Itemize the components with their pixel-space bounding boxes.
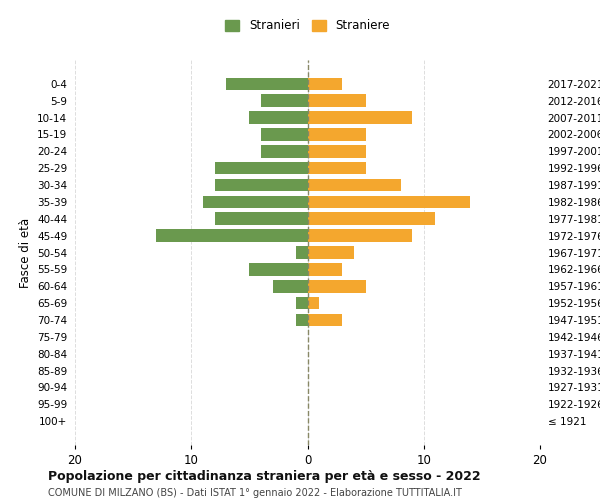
Bar	[261, 94, 308, 107]
Bar	[226, 78, 308, 90]
Bar	[308, 178, 401, 192]
Bar	[308, 196, 470, 208]
Bar	[250, 111, 308, 124]
Bar	[157, 230, 308, 242]
Bar	[215, 178, 308, 192]
Bar	[308, 280, 365, 292]
Bar	[296, 297, 308, 310]
Bar	[308, 263, 343, 276]
Bar	[215, 212, 308, 225]
Bar	[272, 280, 308, 292]
Bar	[308, 94, 365, 107]
Legend: Stranieri, Straniere: Stranieri, Straniere	[222, 16, 393, 36]
Bar	[250, 263, 308, 276]
Bar	[308, 297, 319, 310]
Bar	[308, 212, 436, 225]
Bar	[296, 246, 308, 259]
Bar	[308, 78, 343, 90]
Bar	[296, 314, 308, 326]
Bar	[308, 162, 365, 174]
Bar	[261, 145, 308, 158]
Bar	[261, 128, 308, 141]
Bar	[308, 111, 412, 124]
Bar	[203, 196, 308, 208]
Bar	[215, 162, 308, 174]
Bar	[308, 314, 343, 326]
Text: COMUNE DI MILZANO (BS) - Dati ISTAT 1° gennaio 2022 - Elaborazione TUTTITALIA.IT: COMUNE DI MILZANO (BS) - Dati ISTAT 1° g…	[48, 488, 462, 498]
Text: Popolazione per cittadinanza straniera per età e sesso - 2022: Popolazione per cittadinanza straniera p…	[48, 470, 481, 483]
Bar	[308, 246, 354, 259]
Bar	[308, 145, 365, 158]
Y-axis label: Fasce di età: Fasce di età	[19, 218, 32, 288]
Bar	[308, 128, 365, 141]
Bar	[308, 230, 412, 242]
